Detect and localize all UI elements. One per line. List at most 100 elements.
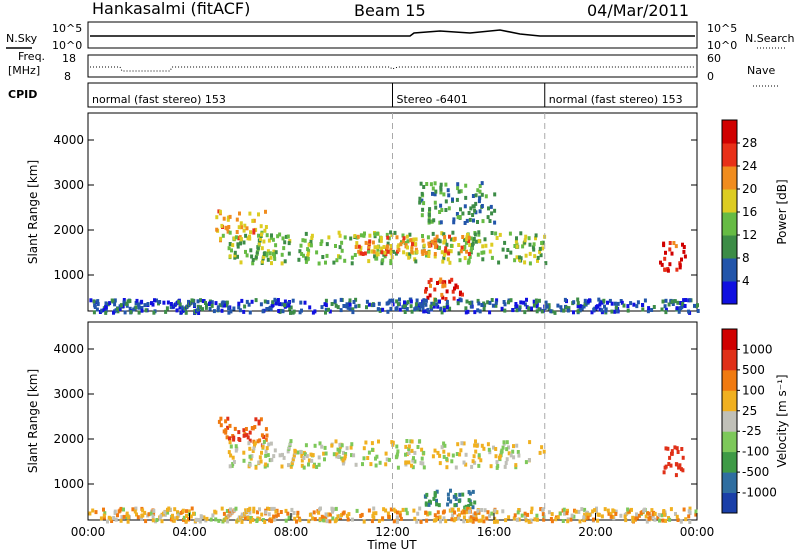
- heatmap-cell: [225, 226, 229, 231]
- heatmap-cell: [404, 444, 408, 449]
- heatmap-cell: [533, 254, 537, 259]
- heatmap-cell: [529, 510, 533, 515]
- heatmap-cell: [436, 510, 440, 515]
- heatmap-cell: [506, 248, 510, 252]
- heatmap-cell: [443, 443, 447, 448]
- heatmap-cell: [463, 204, 467, 209]
- heatmap-cell: [403, 304, 407, 309]
- heatmap-cell: [146, 302, 150, 306]
- heatmap-cell: [373, 232, 377, 237]
- heatmap-cell: [535, 304, 539, 309]
- heatmap-cell: [227, 310, 231, 315]
- colorbar-swatch: [722, 143, 737, 167]
- heatmap-cell: [382, 245, 386, 249]
- heatmap-cell: [224, 419, 228, 424]
- velocity-ylabel: Slant Range [km]: [26, 369, 40, 473]
- heatmap-cell: [339, 297, 343, 302]
- freq-label: Freq.: [18, 50, 45, 63]
- heatmap-cell: [542, 517, 546, 522]
- heatmap-cell: [503, 240, 507, 245]
- heatmap-cell: [532, 247, 536, 252]
- heatmap-cell: [286, 449, 290, 454]
- heatmap-cell: [307, 242, 311, 247]
- heatmap-cell: [434, 297, 437, 302]
- heatmap-cell: [471, 213, 475, 217]
- colorbar-tick-label: 4: [742, 274, 750, 288]
- heatmap-cell: [407, 255, 411, 260]
- heatmap-cell: [477, 239, 481, 243]
- heatmap-cell: [252, 228, 256, 233]
- heatmap-cell: [199, 514, 203, 519]
- heatmap-cell: [379, 236, 383, 241]
- velocity-panel: [87, 321, 698, 521]
- heatmap-cell: [198, 519, 202, 524]
- heatmap-cell: [309, 239, 313, 244]
- heatmap-cell: [470, 464, 474, 469]
- heatmap-cell: [427, 280, 431, 285]
- heatmap-cell: [518, 255, 521, 260]
- heatmap-cell: [528, 440, 532, 445]
- heatmap-cell: [534, 298, 538, 303]
- heatmap-cell: [287, 251, 291, 256]
- heatmap-cell: [502, 440, 506, 445]
- heatmap-cell: [387, 236, 391, 241]
- heatmap-cell: [439, 185, 443, 190]
- heatmap-cell: [280, 261, 284, 266]
- heatmap-cell: [449, 237, 453, 242]
- heatmap-cell: [468, 507, 472, 512]
- heatmap-cell: [354, 304, 358, 309]
- heatmap-cell: [569, 517, 573, 522]
- heatmap-cell: [467, 509, 471, 514]
- heatmap-cell: [338, 442, 342, 447]
- heatmap-cell: [446, 188, 450, 193]
- heatmap-cell: [502, 300, 506, 304]
- heatmap-cell: [158, 300, 162, 304]
- heatmap-cell: [274, 301, 278, 306]
- heatmap-cell: [452, 296, 456, 301]
- heatmap-cell: [429, 304, 433, 309]
- heatmap-cell: [558, 511, 562, 516]
- heatmap-cell: [535, 517, 539, 522]
- heatmap-cell: [239, 221, 243, 226]
- freq-panel: [87, 54, 698, 78]
- heatmap-cell: [265, 307, 269, 311]
- heatmap-cell: [320, 444, 324, 449]
- heatmap-cell: [641, 303, 644, 307]
- heatmap-cell: [450, 459, 454, 464]
- heatmap-cell: [283, 259, 287, 264]
- heatmap-cell: [387, 514, 391, 519]
- colorbar-tick-label: -500: [742, 465, 769, 479]
- heatmap-cell: [330, 443, 334, 448]
- heatmap-cell: [246, 236, 250, 241]
- heatmap-cell: [473, 208, 477, 213]
- heatmap-cell: [350, 255, 354, 260]
- heatmap-cell: [467, 504, 471, 508]
- heatmap-cell: [403, 300, 406, 305]
- heatmap-cell: [405, 307, 409, 311]
- heatmap-cell: [509, 298, 513, 303]
- heatmap-cell: [265, 233, 269, 238]
- heatmap-cell: [306, 251, 310, 256]
- heatmap-cell: [229, 309, 233, 314]
- heatmap-cell: [331, 509, 334, 514]
- heatmap-cell: [259, 237, 262, 241]
- heatmap-cell: [338, 447, 342, 452]
- heatmap-cell: [262, 239, 266, 244]
- heatmap-cell: [435, 234, 439, 239]
- heatmap-cell: [464, 462, 468, 467]
- heatmap-cell: [586, 515, 590, 520]
- heatmap-cell: [239, 260, 243, 265]
- heatmap-cell: [255, 518, 259, 523]
- ytick-label: 3000: [53, 387, 84, 401]
- heatmap-cell: [667, 302, 671, 307]
- heatmap-cell: [367, 508, 371, 513]
- heatmap-cell: [220, 506, 224, 511]
- heatmap-cell: [235, 217, 239, 222]
- heatmap-cell: [453, 510, 457, 515]
- heatmap-cell: [456, 215, 460, 220]
- colorbar-swatch: [722, 120, 737, 144]
- heatmap-cell: [624, 512, 628, 516]
- heatmap-cell: [299, 243, 303, 248]
- heatmap-cell: [424, 287, 428, 292]
- heatmap-cell: [227, 450, 231, 455]
